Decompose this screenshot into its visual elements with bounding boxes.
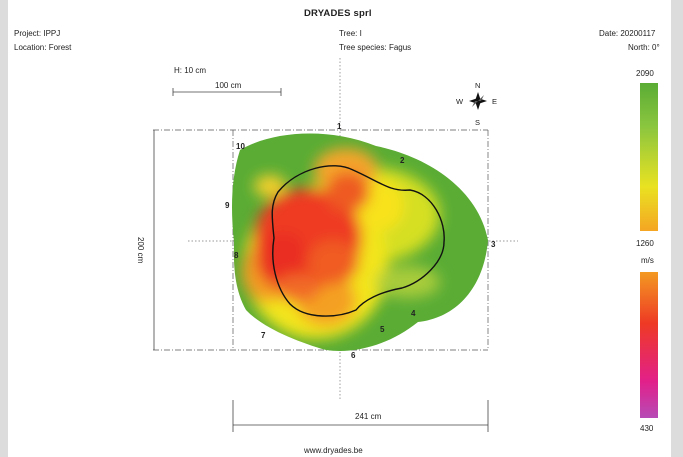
- compass-east: E: [492, 97, 497, 106]
- north-label: North: 0°: [628, 43, 660, 52]
- footer-url: www.dryades.be: [304, 446, 363, 455]
- location-label: Location: Forest: [14, 43, 72, 52]
- horizontal-dimension-label: 241 cm: [355, 412, 382, 421]
- legend-bottom-value: 430: [640, 424, 654, 433]
- compass-west: W: [456, 97, 464, 106]
- point-4: 4: [411, 309, 416, 318]
- point-3: 3: [491, 240, 496, 249]
- point-2: 2: [400, 156, 405, 165]
- legend-bar-high: [640, 83, 658, 231]
- project-label: Project: IPPJ: [14, 29, 61, 38]
- legend-unit: m/s: [641, 256, 654, 265]
- height-label: H: 10 cm: [174, 66, 207, 75]
- point-6: 6: [351, 351, 356, 360]
- point-9: 9: [225, 201, 230, 210]
- tomogram-svg: 1 2 3 4 5 6 7 8 9 10 N S E W: [153, 58, 658, 432]
- point-5: 5: [380, 325, 385, 334]
- measurement-points: 1 2 3 4 5 6 7 8 9 10: [225, 122, 496, 360]
- legend-top-value: 2090: [636, 69, 654, 78]
- compass-icon: [469, 92, 487, 110]
- scale-bar-label: 100 cm: [215, 81, 242, 90]
- decay-boundary: [271, 165, 445, 317]
- legend-mid-value: 1260: [636, 239, 654, 248]
- point-8: 8: [234, 251, 239, 260]
- tree-label: Tree: I: [339, 29, 362, 38]
- horizontal-dimension-line: [232, 400, 489, 432]
- compass-north: N: [475, 81, 480, 90]
- velocity-heatmap: [232, 133, 488, 351]
- point-1: 1: [337, 122, 342, 131]
- point-7: 7: [261, 331, 266, 340]
- point-10: 10: [236, 142, 245, 151]
- species-label: Tree species: Fagus: [339, 43, 412, 52]
- date-label: Date: 20200117: [599, 29, 656, 38]
- company-title: DRYADES sprl: [304, 8, 372, 19]
- compass-south: S: [475, 118, 480, 127]
- legend-bar-low: [640, 272, 658, 418]
- report-page: DRYADES sprl Project: IPPJ Location: For…: [8, 0, 671, 457]
